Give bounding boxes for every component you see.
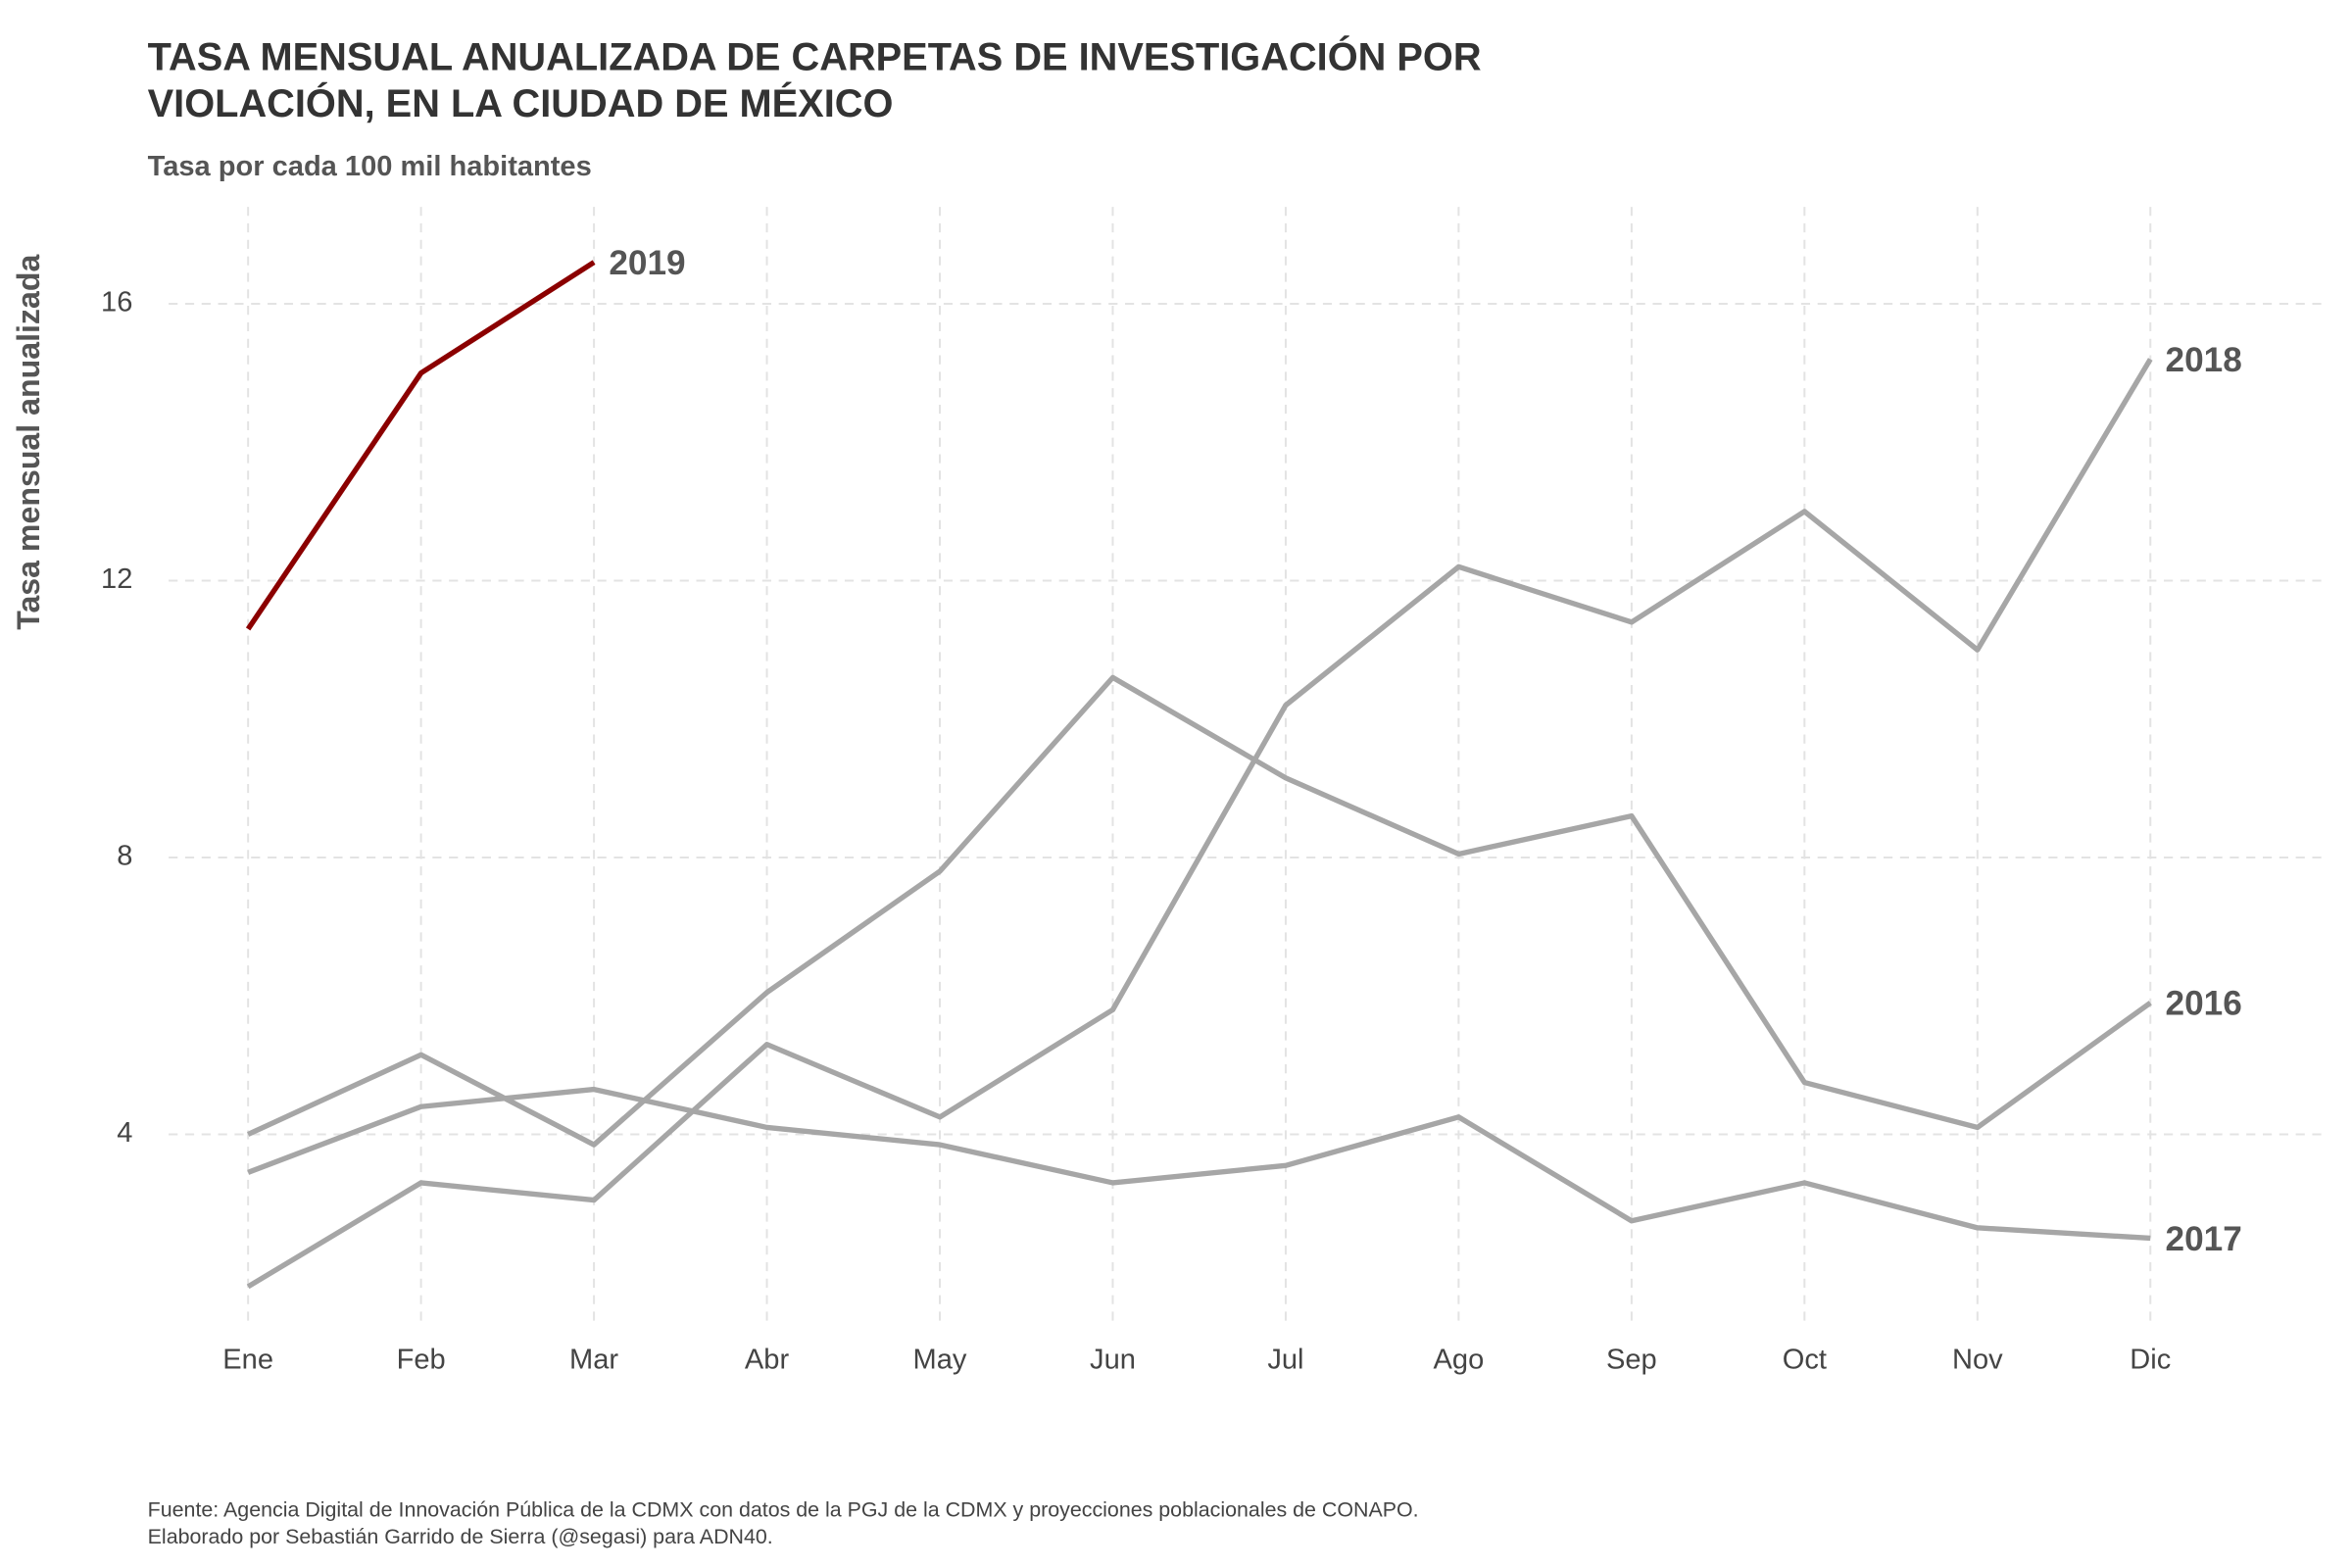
caption: Fuente: Agencia Digital de Innovación Pú…: [148, 1498, 1419, 1522]
chart-title: TASA MENSUAL ANUALIZADA DE CARPETAS DE I…: [148, 34, 1482, 79]
series-label: 2016: [2166, 985, 2242, 1023]
chart-subtitle: Tasa por cada 100 mil habitantes: [148, 151, 592, 182]
x-tick-label: Jun: [1090, 1345, 1136, 1376]
line: [245, 260, 596, 631]
x-tick-label: Sep: [1606, 1345, 1657, 1376]
y-tick-label: 8: [117, 841, 132, 872]
x-tick-label: Oct: [1783, 1345, 1827, 1376]
x-tick-label: Feb: [397, 1345, 446, 1376]
line: [246, 358, 2153, 1290]
x-tick-label: May: [913, 1345, 967, 1376]
x-tick-label: Ene: [222, 1345, 273, 1376]
x-tick-label: Mar: [569, 1345, 618, 1376]
marks: 2016 2017 2018 2019: [245, 244, 2242, 1290]
chart-title: VIOLACIÓN, EN LA CIUDAD DE MÉXICO: [148, 80, 894, 125]
series-label: 2017: [2166, 1220, 2242, 1258]
y-tick-label: 12: [101, 564, 132, 595]
line: [247, 1086, 2151, 1242]
series-label: 2018: [2166, 341, 2242, 379]
line: [247, 674, 2152, 1148]
grid: 4 8 12 16 Ene Feb Mar Abr May Jun Jul Ago Sep Oct Nov D…: [101, 207, 2325, 1376]
y-tick-label: 16: [101, 287, 132, 318]
y-tick-label: 4: [117, 1117, 132, 1149]
caption: Elaborado por Sebastián Garrido de Sierr…: [148, 1525, 773, 1548]
series-label: 2019: [609, 244, 685, 282]
x-tick-label: Ago: [1434, 1345, 1485, 1376]
x-tick-label: Dic: [2130, 1345, 2171, 1376]
x-tick-label: Nov: [1952, 1345, 2003, 1376]
y-axis-label: Tasa mensual anualizada: [11, 254, 46, 630]
x-tick-label: Abr: [745, 1345, 790, 1376]
x-tick-label: Jul: [1267, 1345, 1303, 1376]
